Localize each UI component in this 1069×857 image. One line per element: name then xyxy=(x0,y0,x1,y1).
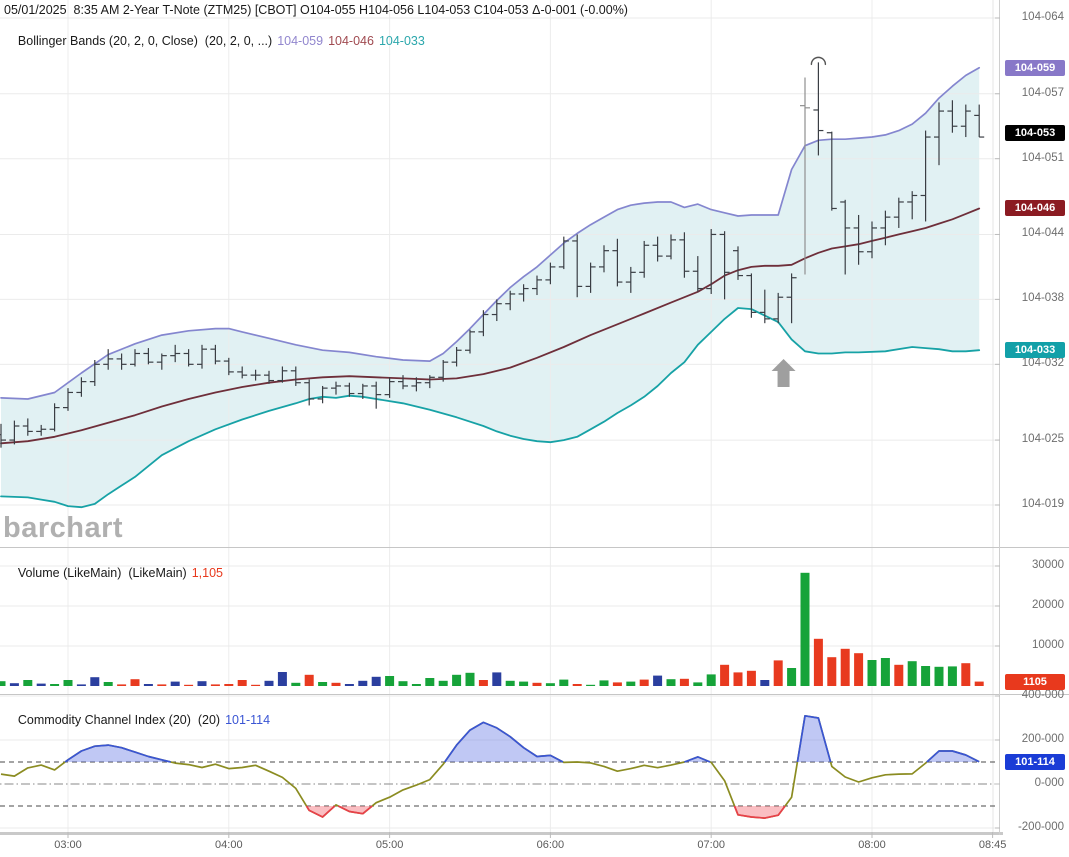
cci-last-value: 101-114 xyxy=(225,713,271,727)
cci-axis-tick: 200-000 xyxy=(1021,733,1064,745)
time-axis-label: 05:00 xyxy=(375,839,404,851)
volume-last-value: 1,105 xyxy=(191,566,223,580)
time-axis-label: 04:00 xyxy=(215,839,243,851)
price-axis-tick: 104-064 xyxy=(1021,10,1064,23)
cci-axis-tick: 0-000 xyxy=(1034,777,1064,789)
volume-panel-title[interactable]: Volume (LikeMain) (LikeMain) 1,105 xyxy=(4,552,228,594)
up-arrow-annotation xyxy=(771,359,796,387)
price-axis-tick: 104-051 xyxy=(1021,151,1064,164)
indicator-header-bollinger[interactable]: Bollinger Bands (20, 2, 0, Close) (20, 2… xyxy=(4,20,430,62)
bollinger-label: Bollinger Bands (20, 2, 0, Close) (20, 2… xyxy=(17,34,273,48)
time-axis-label: 03:00 xyxy=(54,839,82,851)
cci-title-label: Commodity Channel Index (20) (20) xyxy=(17,713,221,727)
cci-panel-title[interactable]: Commodity Channel Index (20) (20) 101-114 xyxy=(4,699,275,741)
time-axis-label: 08:00 xyxy=(858,839,886,851)
cci-badge: 101-114 xyxy=(1005,753,1065,770)
last-price-badge: 104-053 xyxy=(1005,125,1065,142)
price-axis-tick: 104-032 xyxy=(1021,357,1064,370)
time-axis-label: 07:00 xyxy=(697,839,725,851)
price-axis-tick: 104-019 xyxy=(1021,498,1064,510)
volume-badge: 1105 xyxy=(1005,673,1065,690)
volume-axis-tick: 20000 xyxy=(1032,599,1064,611)
circle-annotation xyxy=(810,56,827,66)
barchart-logo: barchart xyxy=(3,512,124,544)
quote-header: 05/01/2025 8:35 AM 2-Year T-Note (ZTM25)… xyxy=(4,3,628,17)
cci-axis-tick: -200-000 xyxy=(1017,821,1064,833)
bb-upper-badge: 104-059 xyxy=(1005,59,1065,76)
cci-axis-tick: 400-000 xyxy=(1021,689,1064,701)
bollinger-middle-value: 104-046 xyxy=(328,34,374,48)
bb-middle-badge: 104-046 xyxy=(1005,200,1065,217)
bollinger-lower-value: 104-033 xyxy=(378,34,425,48)
bollinger-upper-value: 104-059 xyxy=(277,34,324,48)
volume-title-label: Volume (LikeMain) (LikeMain) xyxy=(17,566,187,580)
bb-lower-badge: 104-033 xyxy=(1005,342,1065,359)
time-axis-label: 06:00 xyxy=(536,839,565,851)
volume-axis-tick: 30000 xyxy=(1032,559,1064,571)
price-axis-tick: 104-057 xyxy=(1021,86,1064,99)
price-axis-tick: 104-044 xyxy=(1021,227,1064,240)
price-axis-tick: 104-025 xyxy=(1021,433,1064,446)
price-axis-tick: 104-038 xyxy=(1021,292,1064,305)
volume-axis-tick: 10000 xyxy=(1032,639,1064,651)
time-axis-label: 08:45 xyxy=(978,839,1007,851)
